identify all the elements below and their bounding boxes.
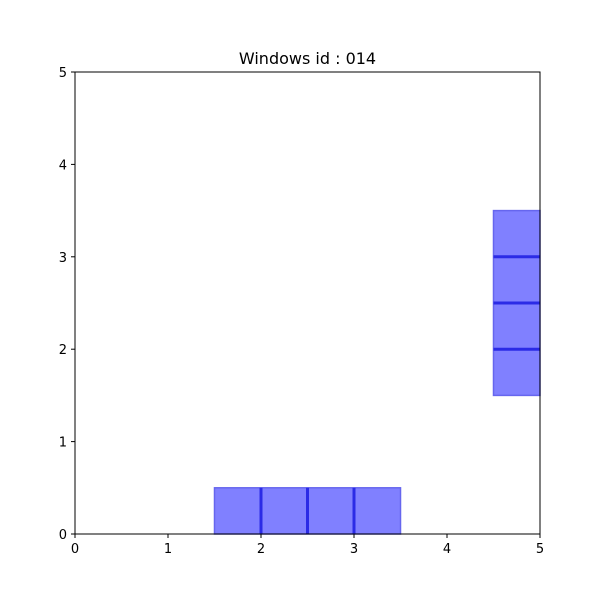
y-tick-label-4: 4 <box>59 158 67 173</box>
y-tick-label-5: 5 <box>59 66 67 81</box>
y-tick-label-3: 3 <box>59 251 67 266</box>
x-tick-label-4: 4 <box>443 542 451 557</box>
x-tick-label-2: 2 <box>257 542 265 557</box>
y-tick-label-2: 2 <box>59 343 67 358</box>
y-tick-label-1: 1 <box>59 436 67 451</box>
x-tick-label-3: 3 <box>350 542 358 557</box>
y-tick-label-0: 0 <box>59 528 67 543</box>
y-axis-ticks: 0 1 2 3 4 5 <box>59 66 75 543</box>
x-tick-label-0: 0 <box>71 542 79 557</box>
bottom-window <box>213 487 402 535</box>
right-window <box>492 209 541 397</box>
x-tick-label-1: 1 <box>164 542 172 557</box>
x-axis-ticks: 0 1 2 3 4 5 <box>71 534 544 557</box>
plot-area <box>75 72 540 534</box>
chart-title: Windows id : 014 <box>239 49 376 68</box>
x-tick-label-5: 5 <box>536 542 544 557</box>
axes-frame <box>74 71 541 535</box>
